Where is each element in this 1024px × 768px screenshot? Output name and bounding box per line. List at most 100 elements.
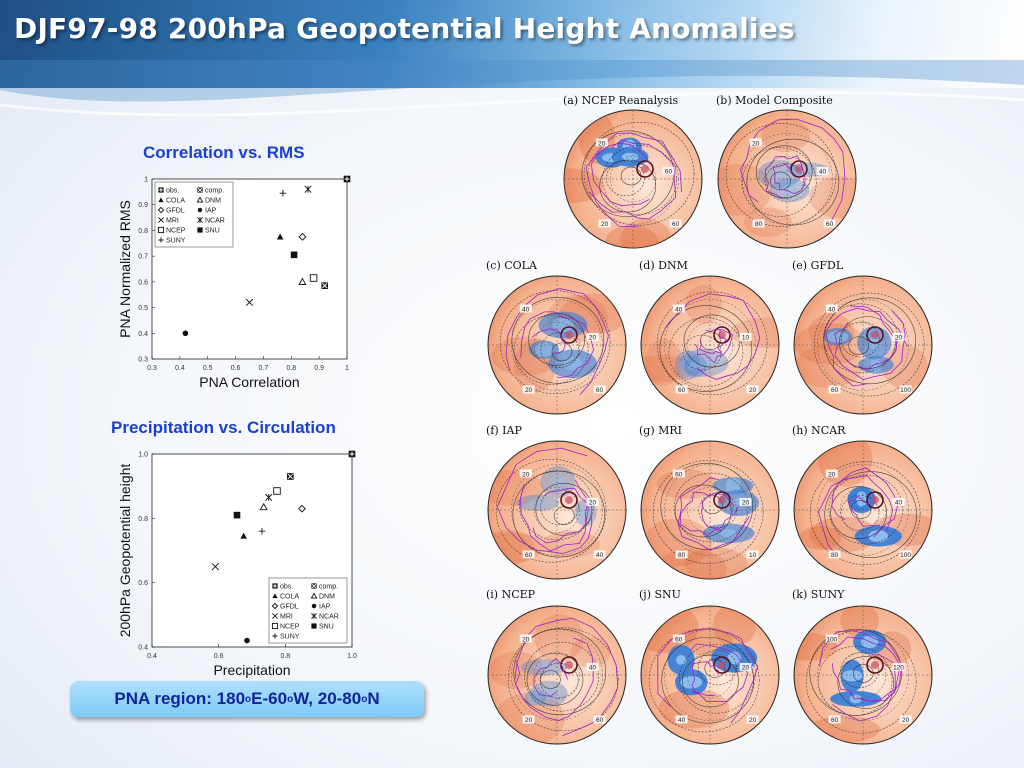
map-label-i: (i) NCEP (486, 588, 536, 601)
contour-line (499, 290, 611, 394)
contour-line (682, 654, 739, 708)
contour-label: 20 (742, 500, 750, 507)
contour-line (704, 659, 726, 678)
x-tick-label: 1.0 (347, 653, 357, 660)
high-center (560, 491, 578, 509)
data-point-iap (244, 637, 250, 644)
y-tick-label: 0.4 (138, 331, 148, 338)
negative-anomaly-core (680, 676, 703, 689)
negative-anomaly-core (771, 168, 788, 180)
legend-label: DNM (319, 594, 335, 601)
high-center (713, 656, 731, 674)
negative-anomaly-core (679, 358, 697, 372)
legend-marker (196, 196, 204, 203)
negative-anomaly-core (826, 330, 849, 343)
parallel (664, 629, 756, 721)
contour-line (809, 461, 921, 565)
legend-marker (272, 633, 278, 639)
contour-label: 10 (742, 335, 750, 342)
contour-label: 60 (596, 717, 604, 724)
legend-marker (311, 613, 317, 619)
map-label-b: (b) Model Composite (716, 94, 833, 107)
parallel (817, 629, 909, 721)
high-center-core (565, 661, 573, 669)
positive-anomaly (605, 225, 659, 248)
data-point-obs (348, 450, 356, 458)
negative-anomaly-core (549, 474, 567, 490)
contour-label-bg (669, 219, 682, 228)
parallel (533, 486, 581, 534)
negative-anomaly-core (534, 342, 553, 358)
contour-label: 20 (522, 636, 530, 643)
contour-line (535, 482, 593, 536)
pna-region-mid2: W, 20-80 (293, 689, 362, 708)
parallel (817, 464, 909, 556)
map-label-h: (h) NCAR (792, 424, 846, 437)
legend-label: GFDL (280, 604, 299, 611)
legend-label: DNM (205, 198, 221, 205)
data-point-comp (321, 282, 329, 290)
contour-label: 60 (672, 221, 680, 228)
degree-sup-3: o (361, 693, 368, 705)
contour-label-bg (825, 304, 838, 313)
high-center-core (565, 496, 573, 504)
data-point-suny (258, 527, 266, 535)
parallel (609, 155, 657, 203)
positive-anomaly (620, 218, 672, 248)
x-tick-label: 0.8 (280, 653, 290, 660)
contour-label: 80 (678, 552, 686, 559)
contour-label-bg (825, 634, 838, 643)
x-tick-label: 1 (345, 365, 349, 372)
contour-label-bg (675, 385, 688, 394)
legend-label: SNU (205, 228, 220, 235)
positive-anomaly (795, 344, 863, 389)
contour-label: 20 (598, 140, 606, 147)
contour-line (526, 652, 584, 706)
coastline (739, 118, 846, 223)
contour-label-bg (519, 304, 532, 313)
contour-label: 40 (675, 306, 683, 313)
parallel (686, 486, 734, 534)
contour-line (823, 297, 917, 385)
legend-marker (311, 583, 317, 589)
coastline (514, 617, 619, 737)
polar-map-a: 20 60 60 20 (563, 109, 703, 249)
contour-line (652, 460, 764, 564)
polar-map-b: 20 40 60 80 (717, 109, 857, 249)
contour-label-bg (519, 634, 532, 643)
data-point-ncep (309, 274, 318, 282)
contour-label: 20 (525, 717, 533, 724)
contour-label-bg (586, 662, 599, 671)
chart-precipitation-vs-circulation: 0.4 0.6 0.8 1.0 0.4 0.6 0.8 1.0 Precipitation 200… (117, 450, 357, 678)
x-tick-label: 0.9 (314, 365, 324, 372)
contour-label: 20 (525, 387, 533, 394)
contour-label: 120 (893, 665, 904, 672)
polar-map-c: 40 20 60 20 (487, 275, 627, 415)
parallel (664, 464, 756, 556)
degree-sup-1: o (245, 693, 252, 705)
high-center (866, 326, 884, 344)
legend-marker (311, 623, 317, 629)
legend-label: SNU (319, 624, 334, 631)
contour-line (512, 470, 606, 558)
legend-marker (197, 217, 203, 223)
high-center (866, 491, 884, 509)
contour-label: 40 (895, 500, 903, 507)
legend-marker (271, 622, 279, 630)
contour-label-bg (746, 385, 759, 394)
section-title-precip-circulation: Precipitation vs. Circulation (111, 418, 336, 437)
x-tick-label: 0.6 (214, 653, 224, 660)
contour-label: 60 (525, 552, 533, 559)
contour-line (539, 662, 579, 699)
legend-marker (197, 207, 203, 213)
polar-map-f: 20 20 40 60 (487, 440, 627, 580)
negative-anomaly-core (676, 655, 687, 665)
parallel (839, 651, 887, 699)
contour-label-bg (675, 550, 688, 559)
positive-anomaly (840, 606, 879, 638)
data-point-ncar (265, 493, 273, 502)
legend-marker (158, 217, 164, 223)
contour-label: 60 (678, 387, 686, 394)
parallel (741, 133, 833, 225)
x-axis-label: PNA Correlation (199, 374, 299, 390)
